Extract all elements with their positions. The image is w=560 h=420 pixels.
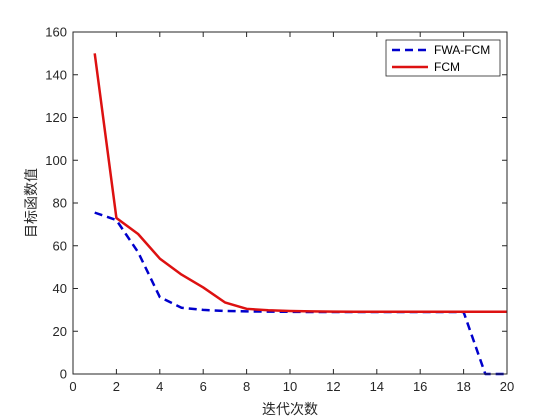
x-tick-label: 14 — [370, 379, 384, 394]
y-tick-label: 160 — [45, 25, 67, 40]
y-axis-title: 目标函数值 — [24, 168, 40, 238]
y-tick-label: 140 — [45, 67, 67, 82]
y-tick-label: 120 — [45, 110, 67, 125]
plot-area — [73, 32, 507, 374]
y-tick-label: 100 — [45, 153, 67, 168]
x-tick-label: 20 — [500, 379, 514, 394]
ticks-layer: 0 2 4 6 8 10 12 14 16 18 20 0 20 40 60 80 100 120 140 160 — [45, 25, 514, 395]
x-tick-label: 10 — [283, 379, 297, 394]
x-tick-label: 6 — [200, 379, 207, 394]
legend-label-fwa-fcm: FWA-FCM — [434, 43, 490, 57]
y-tick-label: 40 — [53, 281, 67, 296]
x-tick-label: 2 — [113, 379, 120, 394]
x-tick-label: 18 — [456, 379, 470, 394]
y-tick-label: 0 — [60, 367, 67, 382]
series-layer — [93, 53, 507, 376]
plot-frame — [72, 31, 508, 375]
legend: FWA-FCM FCM — [385, 39, 501, 77]
x-tick-label: 8 — [243, 379, 250, 394]
x-tick-label: 16 — [413, 379, 427, 394]
x-tick-label: 4 — [156, 379, 163, 394]
x-tick-label: 12 — [326, 379, 340, 394]
x-tick-label: 0 — [69, 379, 76, 394]
y-tick-label: 20 — [53, 324, 67, 339]
y-tick-label: 80 — [53, 196, 67, 211]
x-axis-title: 迭代次数 — [262, 402, 318, 418]
legend-box — [385, 39, 501, 77]
legend-label-fcm: FCM — [434, 60, 460, 74]
y-tick-label: 60 — [53, 238, 67, 253]
series-line-fcm — [93, 53, 507, 314]
